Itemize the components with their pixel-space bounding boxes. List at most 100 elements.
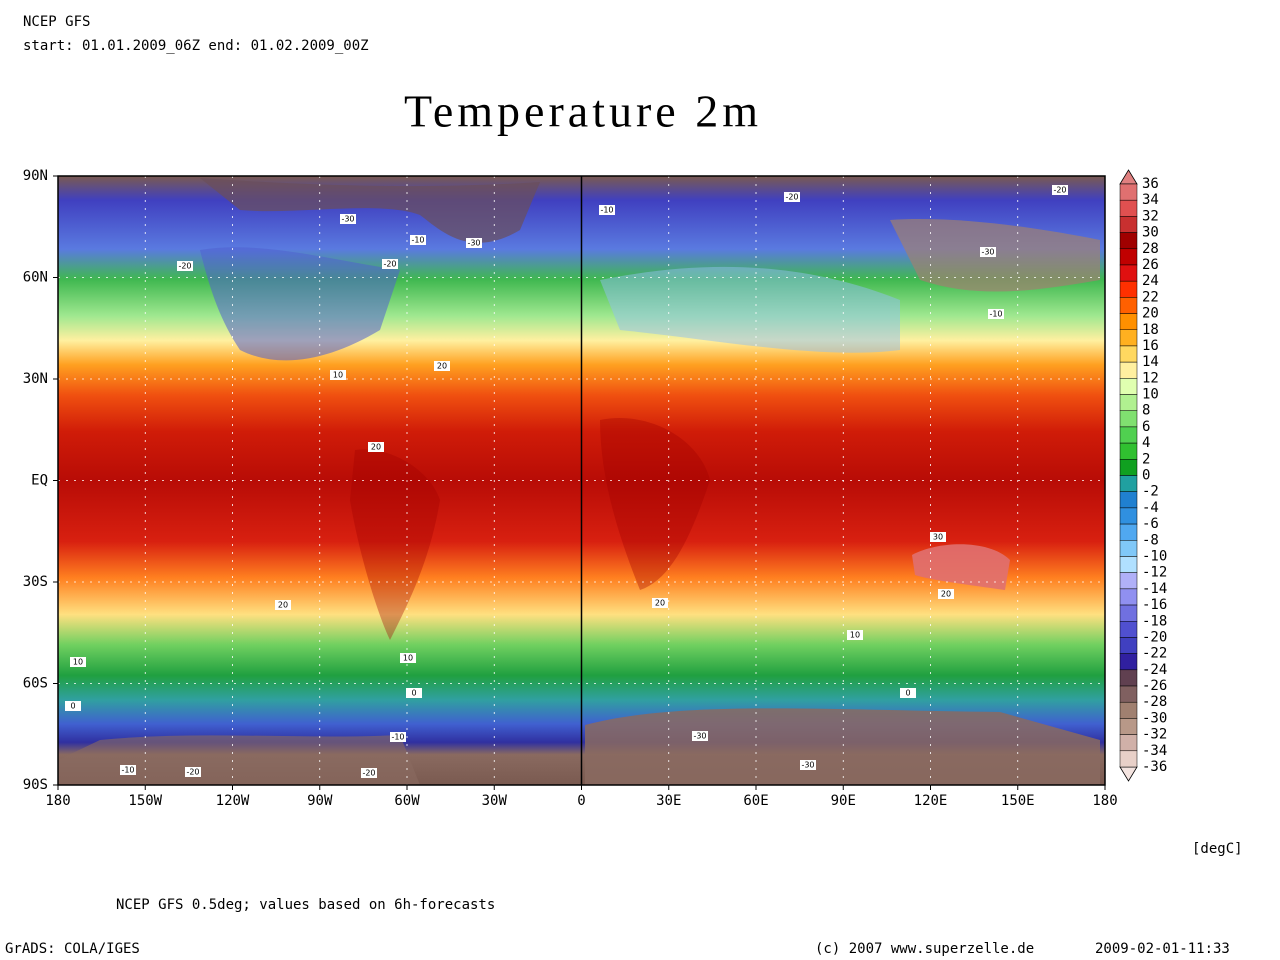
colorbar-swatch [1119,507,1138,525]
footer-note: NCEP GFS 0.5deg; values based on 6h-fore… [116,897,495,913]
contour-label-bg [400,653,416,663]
colorbar-label: 0 [1142,468,1150,484]
colorbar-swatch [1119,378,1138,395]
africa [600,418,710,590]
contour-label: 0 [905,689,910,698]
contour-label: 0 [411,689,416,698]
colorbar-label: -2 [1142,484,1159,500]
colorbar-label: 8 [1142,403,1150,419]
contour-label-bg [410,235,426,245]
colorbar-swatch [1119,588,1138,606]
colorbar-label: 14 [1142,354,1159,370]
colorbar-label: -20 [1142,629,1167,645]
antarctica-west [58,735,420,785]
footer-software: GrADS: COLA/IGES [5,941,140,957]
colorbar-label: 10 [1142,387,1159,403]
colorbar-label: -6 [1142,516,1159,532]
contour-label-bg [65,701,81,711]
colorbar-label: -36 [1142,759,1167,775]
colorbar-label: -32 [1142,727,1167,743]
y-tick-label: 60N [23,270,48,286]
contour-label: 10 [73,658,83,667]
colorbar-label: -12 [1142,565,1167,581]
colorbar-swatch [1119,653,1138,671]
colorbar-label: -24 [1142,662,1167,678]
colorbar-swatch [1119,313,1138,330]
x-tick-label: 30W [482,793,508,809]
header-period: start: 01.01.2009_06Z end: 01.02.2009_00… [23,38,369,54]
contour-label: -20 [178,262,191,271]
colorbar-label: 2 [1142,451,1150,467]
colorbar-label: 18 [1142,322,1159,338]
contour-label-bg [692,731,708,741]
x-tick-label: 120W [216,793,250,809]
colorbar-swatch [1119,394,1138,411]
contour-label-bg [70,657,86,667]
colorbar-swatch [1119,637,1138,654]
contour-label-bg [177,261,193,271]
contour-label: -10 [600,206,613,215]
colorbar-label: -10 [1142,548,1167,564]
colorbar-swatch [1119,361,1138,379]
colorbar-label: -30 [1142,710,1167,726]
contour-label: -20 [383,260,396,269]
x-tick-label: 120E [914,793,948,809]
x-tick-label: 60W [394,793,420,809]
contour-label-bg [390,732,406,742]
colorbar: 363432302826242220181614121086420-2-4-6-… [1119,169,1167,782]
colorbar-label: -8 [1142,532,1159,548]
colorbar-label: 22 [1142,289,1159,305]
colorbar-swatch [1119,701,1138,719]
x-tick-label: 30E [656,793,681,809]
contour-label: -30 [801,761,814,770]
contour-label-bg [361,768,377,778]
contour-label-bg [434,361,450,371]
contour-label: -30 [693,732,706,741]
x-tick-label: 60E [743,793,768,809]
colorbar-swatch [1119,329,1138,347]
colorbar-swatch [1119,232,1138,250]
contour-label: -10 [391,733,404,742]
y-tick-label: 30S [23,574,48,590]
contour-label: 20 [371,443,381,452]
colorbar-swatch [1119,410,1138,428]
contour-label-bg [930,532,946,542]
contour-label: 20 [437,362,447,371]
colorbar-label: -18 [1142,613,1167,629]
title: Temperature 2m [404,86,762,137]
contour-label: -10 [989,310,1002,319]
contour-label-bg [1052,185,1068,195]
colorbar-swatch [1119,556,1138,573]
colorbar-label: -16 [1142,597,1167,613]
contour-label: -10 [411,236,424,245]
contour-label: 30 [933,533,943,542]
contour-label: -10 [121,766,134,775]
contour-label-bg [382,259,398,269]
colorbar-label: 32 [1142,208,1159,224]
south-america [350,449,440,640]
contour-label-bg [800,760,816,770]
antarctica [585,708,1100,785]
contour-label-bg [599,205,615,215]
colorbar-swatch [1119,426,1138,444]
contour-label: 10 [850,631,860,640]
contour-label-bg [185,767,201,777]
contour-label: -20 [186,768,199,777]
contour-label-bg [120,765,136,775]
header-model: NCEP GFS [23,14,90,30]
footer-credit: (c) 2007 www.superzelle.de [815,941,1034,957]
colorbar-swatch [1119,540,1138,557]
contour-label-bg [980,247,996,257]
y-tick-label: 30N [23,371,48,387]
colorbar-label: -14 [1142,581,1167,597]
x-tick-label: 0 [577,793,585,809]
colorbar-min-arrow [1119,766,1138,782]
contour-label-bg [784,192,800,202]
colorbar-label: 28 [1142,241,1159,257]
colorbar-swatch [1119,491,1138,509]
colorbar-swatch [1119,734,1138,752]
y-tick-label: 90N [23,168,48,184]
colorbar-swatch [1119,280,1138,298]
colorbar-label: 26 [1142,257,1159,273]
north-america-cold [200,247,400,361]
